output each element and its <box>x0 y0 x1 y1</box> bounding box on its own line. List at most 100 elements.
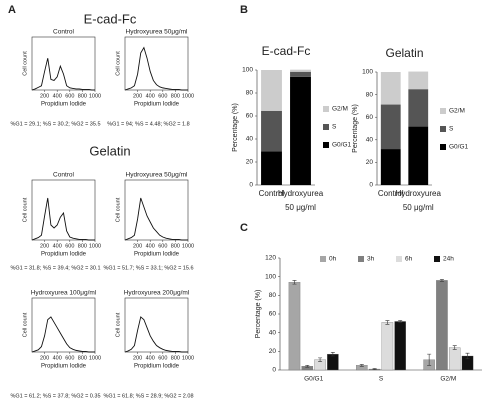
bar-segment <box>261 70 282 111</box>
plot-title: Hydroxyurea 100μg/ml <box>31 290 97 297</box>
x-tick-label: 1000 <box>182 93 194 99</box>
legend-label: 3h <box>367 256 375 263</box>
error-bar <box>465 352 470 360</box>
panel-label: A <box>8 4 16 16</box>
error-bar <box>439 279 444 282</box>
plot-frame <box>124 36 189 91</box>
y-axis-label: Cell count <box>115 51 121 76</box>
error-bar <box>452 345 457 350</box>
x-tick-label: 400 <box>146 355 155 361</box>
y-axis-label: Percentage (%) <box>232 103 239 152</box>
legend-label: 24h <box>443 256 454 263</box>
legend-swatch <box>440 108 446 114</box>
histogram-line <box>124 197 188 241</box>
x-tick-label: Control <box>378 189 404 198</box>
y-tick-label: 120 <box>265 255 276 262</box>
legend-label: 0h <box>329 256 337 263</box>
panel-label: B <box>240 4 248 16</box>
y-tick-label: 0 <box>369 182 373 189</box>
x-tick-label: 1000 <box>89 355 101 361</box>
bar <box>436 280 448 371</box>
bar-segment <box>380 149 401 185</box>
legend-swatch <box>323 106 329 112</box>
bar-segment <box>380 72 401 105</box>
x-tick-label: S <box>379 376 384 383</box>
x-tick-label: 400 <box>53 93 62 99</box>
x-tick-label: G2/M <box>440 376 456 383</box>
x-tick-label: 1000 <box>182 355 194 361</box>
x-tick-label: 600 <box>65 355 74 361</box>
x-tick-label: 400 <box>53 243 62 249</box>
x-tick-label: 800 <box>78 93 87 99</box>
y-tick-label: 20 <box>246 159 254 166</box>
bar <box>327 353 339 371</box>
legend-swatch <box>440 144 446 150</box>
x-tick-label: 600 <box>158 93 167 99</box>
x-tick-label: 400 <box>146 93 155 99</box>
chart-title: E-cad-Fc <box>262 44 311 58</box>
legend-swatch <box>396 256 402 262</box>
bar <box>448 347 461 371</box>
stats-annotation: %G1 = 61.2; %S = 37.8; %G2 = 0.35 <box>10 393 100 399</box>
stats-annotation: %G1 = 31.8; %S = 39.4; %G2 = 30.1 <box>10 265 100 271</box>
x-tick-label: 600 <box>158 355 167 361</box>
plot-title: Control <box>53 172 75 179</box>
x-tick-label: 200 <box>40 355 49 361</box>
legend-label: S <box>332 124 337 131</box>
x-axis-label: Propidium Iodide <box>41 102 87 108</box>
error-bar <box>398 320 403 323</box>
y-tick-label: 80 <box>246 90 254 97</box>
plot-title: Hydroxyurea 200μg/ml <box>124 290 190 297</box>
error-bar <box>318 357 323 362</box>
stats-annotation: %G1 = 61.8; %S = 28.9; %G2 = 2.08 <box>103 393 193 399</box>
legend-swatch <box>323 124 329 130</box>
panel-label: C <box>240 222 248 234</box>
x-tick-label: Hydroxyurea <box>278 189 324 198</box>
x-tick-label: 600 <box>65 243 74 249</box>
x-tick-label: 200 <box>40 93 49 99</box>
error-bar <box>385 320 390 325</box>
x-axis-label: Propidium Iodide <box>41 252 87 258</box>
error-bar <box>427 353 432 366</box>
legend-label: 6h <box>405 256 413 263</box>
y-tick-label: 80 <box>366 91 374 98</box>
y-tick-label: 60 <box>246 113 254 120</box>
x-tick-label: 800 <box>171 93 180 99</box>
y-tick-label: 100 <box>242 67 253 74</box>
bar-segment <box>290 76 311 185</box>
x-tick-label: 1000 <box>182 243 194 249</box>
x-tick-label: 800 <box>171 355 180 361</box>
y-tick-label: 0 <box>272 367 276 374</box>
error-bar <box>372 368 377 370</box>
legend-swatch <box>440 126 446 132</box>
legend-swatch <box>323 142 329 148</box>
y-axis-label: Percentage (%) <box>255 290 262 339</box>
section-heading: E-cad-Fc <box>84 11 137 26</box>
error-bar <box>292 280 297 285</box>
legend-swatch <box>358 256 364 262</box>
plot-frame <box>124 179 189 241</box>
bar <box>288 282 301 371</box>
x-tick-label: 200 <box>40 243 49 249</box>
y-tick-label: 60 <box>269 311 277 318</box>
x-tick-label: Control <box>259 189 285 198</box>
x-axis-label: Propidium Iodide <box>134 102 180 108</box>
x-tick-label: G0/G1 <box>304 376 324 383</box>
plot-frame <box>31 36 96 91</box>
bar <box>381 322 394 371</box>
histogram-line <box>124 46 188 91</box>
y-tick-label: 100 <box>265 273 276 280</box>
legend-label: G0/G1 <box>449 144 469 151</box>
x-axis-label: Propidium Iodide <box>134 252 180 258</box>
y-tick-label: 80 <box>269 292 277 299</box>
bar-segment <box>261 110 282 152</box>
y-axis-label: Cell count <box>22 197 28 222</box>
bar-segment <box>408 126 429 185</box>
y-tick-label: 20 <box>366 159 374 166</box>
bar-segment <box>261 151 282 185</box>
error-bar <box>305 365 310 368</box>
y-tick-label: 40 <box>246 136 254 143</box>
y-axis-label: Cell count <box>22 51 28 76</box>
plot-frame <box>124 297 189 353</box>
